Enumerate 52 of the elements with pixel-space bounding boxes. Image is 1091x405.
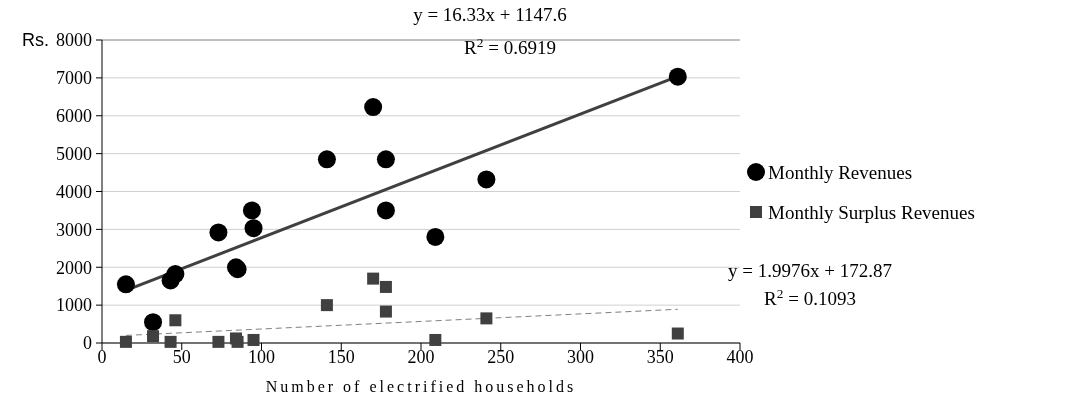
x-tick-label: 100 xyxy=(248,347,275,367)
point xyxy=(429,333,442,346)
point xyxy=(242,201,261,220)
point xyxy=(379,305,392,318)
point xyxy=(164,335,177,348)
point xyxy=(119,335,132,348)
y-tick-label: 8000 xyxy=(56,30,92,51)
point xyxy=(147,330,160,343)
y-tick-label: 6000 xyxy=(56,106,92,127)
point xyxy=(320,299,333,312)
point xyxy=(480,312,493,325)
annotation: R$^{2}$ = 0.6919 xyxy=(464,34,556,58)
point xyxy=(364,98,383,117)
text: y = 16.33x + 1147.6 xyxy=(413,3,567,25)
x-tick-label: 50 xyxy=(172,347,191,367)
point xyxy=(166,265,185,284)
y-tick-label: 1000 xyxy=(56,295,92,316)
point xyxy=(426,227,445,246)
point xyxy=(209,223,228,242)
point xyxy=(244,219,263,238)
legend-label: Monthly Revenues xyxy=(768,161,913,183)
y-tick-label: 0 xyxy=(83,333,92,354)
y-tick-label: 7000 xyxy=(56,68,92,89)
x-tick-label: 300 xyxy=(567,347,594,367)
point xyxy=(477,170,496,189)
point xyxy=(212,335,225,348)
annotation: y = 1.9976x + 172.87 xyxy=(728,259,892,281)
point xyxy=(379,280,392,293)
x-tick-label: 200 xyxy=(407,347,435,367)
y-tick-label: 4000 xyxy=(56,181,92,202)
text: R$^{2}$ = 0.1093 xyxy=(764,285,856,309)
legend-label: Monthly Surplus Revenues xyxy=(768,201,975,223)
point xyxy=(144,313,163,332)
y-tick-label: 2000 xyxy=(56,257,92,278)
point xyxy=(169,314,182,327)
point xyxy=(668,67,687,86)
x-tick-label: 400 xyxy=(726,347,754,367)
y-axis-title: Rs. xyxy=(22,30,49,51)
y-tick-label: 3000 xyxy=(56,219,92,240)
x-tick-label: 350 xyxy=(646,347,674,367)
x-tick-label: 150 xyxy=(327,347,355,367)
point xyxy=(247,333,260,346)
x-tick-label: 0 xyxy=(97,347,107,367)
y-tick-label: 5000 xyxy=(56,143,92,164)
x-axis-title: Number of electrified households xyxy=(265,378,577,395)
point xyxy=(376,150,395,169)
point xyxy=(116,275,135,294)
point xyxy=(671,327,684,340)
point xyxy=(367,272,380,285)
point xyxy=(376,201,395,220)
x-tick-label: 250 xyxy=(487,347,515,367)
point xyxy=(317,150,336,169)
